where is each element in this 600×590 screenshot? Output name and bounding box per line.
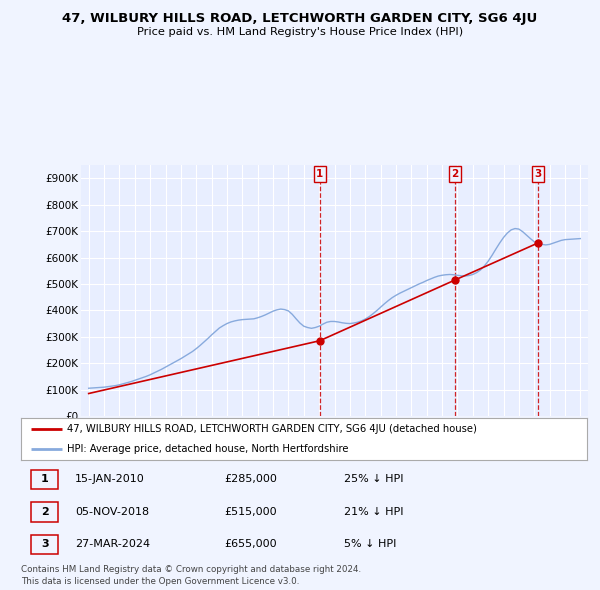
Text: Price paid vs. HM Land Registry's House Price Index (HPI): Price paid vs. HM Land Registry's House … [137,27,463,37]
Text: This data is licensed under the Open Government Licence v3.0.: This data is licensed under the Open Gov… [21,577,299,586]
Text: 47, WILBURY HILLS ROAD, LETCHWORTH GARDEN CITY, SG6 4JU (detached house): 47, WILBURY HILLS ROAD, LETCHWORTH GARDE… [67,424,477,434]
Text: 05-NOV-2018: 05-NOV-2018 [75,507,149,517]
Text: HPI: Average price, detached house, North Hertfordshire: HPI: Average price, detached house, Nort… [67,444,349,454]
FancyBboxPatch shape [31,502,58,522]
Text: 15-JAN-2010: 15-JAN-2010 [75,474,145,484]
Text: 3: 3 [41,539,49,549]
Text: 27-MAR-2024: 27-MAR-2024 [75,539,150,549]
FancyBboxPatch shape [31,470,58,489]
Text: 1: 1 [316,169,323,179]
Text: 2: 2 [41,507,49,517]
Text: £515,000: £515,000 [224,507,277,517]
Text: 47, WILBURY HILLS ROAD, LETCHWORTH GARDEN CITY, SG6 4JU: 47, WILBURY HILLS ROAD, LETCHWORTH GARDE… [62,12,538,25]
Text: Contains HM Land Registry data © Crown copyright and database right 2024.: Contains HM Land Registry data © Crown c… [21,565,361,574]
Text: 21% ↓ HPI: 21% ↓ HPI [344,507,403,517]
Text: 25% ↓ HPI: 25% ↓ HPI [344,474,403,484]
FancyBboxPatch shape [31,535,58,554]
Text: £285,000: £285,000 [224,474,278,484]
Text: £655,000: £655,000 [224,539,277,549]
Text: 2: 2 [451,169,458,179]
Text: 1: 1 [41,474,49,484]
Text: 5% ↓ HPI: 5% ↓ HPI [344,539,396,549]
Text: 3: 3 [534,169,541,179]
